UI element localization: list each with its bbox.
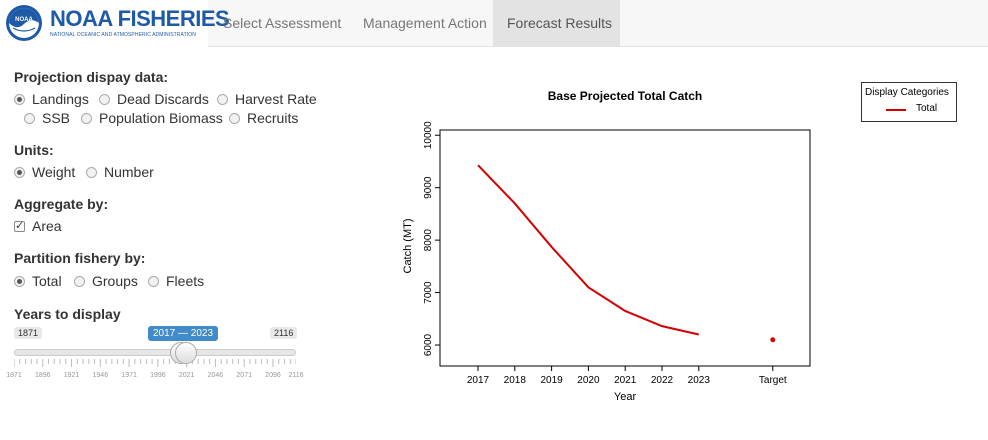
radio-button[interactable] [217,93,228,105]
slider-tick-label: 1971 [121,372,137,379]
target-point [770,337,776,343]
radio-button[interactable] [86,166,97,178]
slider-tick-label: 2096 [265,372,281,379]
radio-label: Total [32,273,62,289]
slider-tick-label: 2046 [207,372,224,379]
x-tick-label: 2017 [467,375,490,386]
slider-ticks [14,359,296,367]
radio-button[interactable] [14,93,25,105]
years-label: Years to display [14,306,121,322]
radio-button[interactable] [14,166,25,178]
x-tick-label: 2020 [577,375,600,386]
slider-tick-label: 1996 [150,372,166,379]
radio-dead-discards[interactable]: Dead Discards [99,91,209,107]
radio-total[interactable]: Total [14,273,62,289]
x-axis-label: Year [614,391,637,403]
radio-groups[interactable]: Groups [74,273,138,289]
radio-button[interactable] [14,275,25,287]
navbar: NOAA NOAA FISHERIES NATIONAL OCEANIC AND… [0,0,988,47]
x-tick-label: 2019 [540,375,563,386]
aggregate-label: Aggregate by: [14,196,109,212]
y-tick-label: 9000 [423,176,434,199]
tab-forecast-results[interactable]: Forecast Results [493,0,620,47]
radio-label: Dead Discards [117,91,209,107]
y-tick-label: 6000 [423,333,434,356]
y-tick-label: 7000 [423,281,434,304]
radio-button[interactable] [148,275,159,287]
catch-chart: Base Projected Total Catch 6000 7000 8000 9… [402,89,811,403]
radio-fleets[interactable]: Fleets [148,273,204,289]
radio-number[interactable]: Number [86,164,154,180]
legend-title: Display Categories [865,87,949,98]
y-axis-label: Catch (MT) [402,219,414,274]
slider-tick-label: 1921 [63,372,80,379]
radio-label: Weight [32,164,76,180]
legend-line-total [886,109,906,111]
slider-tick-label: 1871 [6,372,22,379]
radio-ssb[interactable]: SSB [24,110,70,126]
checkbox-area[interactable]: Area [14,218,62,234]
radio-landings[interactable]: Landings [14,91,89,107]
series-group [477,164,776,343]
x-tick-label: 2021 [614,375,637,386]
tab-select-assessment[interactable]: Select Assessment [223,15,342,31]
series-line-total [477,164,700,336]
brand-title: NOAA FISHERIES [50,6,230,31]
radio-label: Fleets [166,273,205,289]
chart-title: Base Projected Total Catch [548,89,703,103]
radio-button[interactable] [81,112,92,124]
y-tick-label: 10000 [423,121,434,149]
x-axis: 2017 2018 2019 2020 2021 2022 2023 Target [467,366,787,386]
radio-label: Number [104,164,154,180]
radio-weight[interactable]: Weight [14,164,75,180]
radio-label: Population Biomass [99,110,223,126]
tab-management-action[interactable]: Management Action [363,15,487,31]
radio-label: SSB [42,110,71,126]
slider-tick-label: 2116 [288,372,304,379]
radio-button[interactable] [74,275,85,287]
radio-label: Groups [92,273,138,289]
x-tick-label: 2022 [651,375,674,386]
units-label: Units: [14,142,54,158]
radio-harvest-rate[interactable]: Harvest Rate [217,91,317,107]
legend-entry-total: Total [916,103,938,114]
radio-button[interactable] [99,93,110,105]
slider-track[interactable] [14,349,296,356]
radio-label: Landings [32,91,89,107]
radio-label: Recruits [247,110,299,126]
checkbox-label: Area [32,218,62,234]
y-tick-label: 8000 [423,229,434,252]
slider-max-label: 2116 [270,327,298,339]
radio-recruits[interactable]: Recruits [229,110,298,126]
radio-label: Harvest Rate [235,91,317,107]
x-tick-label: Target [759,375,787,386]
brand-subtitle: NATIONAL OCEANIC AND ATMOSPHERIC ADMINIS… [50,32,196,38]
x-tick-label: 2023 [688,375,711,386]
slider-min-label: 1871 [14,327,43,339]
plot-frame [439,129,811,367]
slider-handle-to[interactable] [175,342,197,364]
slider-value-label: 2017 — 2023 [148,326,219,341]
checkbox[interactable] [14,219,25,232]
slider-tick-label: 2021 [178,372,195,379]
logo-lettering: NOAA [15,17,33,23]
y-axis: 6000 7000 8000 9000 10000 [423,121,440,356]
slider-tick-label: 1946 [92,372,109,379]
slider-tick-label: 1896 [34,372,51,379]
chart-legend: Display Categories Total [861,82,957,122]
brand[interactable]: NOAA NOAA FISHERIES NATIONAL OCEANIC AND… [0,0,230,47]
radio-population-biomass[interactable]: Population Biomass [81,110,223,126]
projection-label: Projection dispay data: [14,69,169,85]
radio-button[interactable] [24,112,35,124]
slider-tick-label: 2071 [236,372,252,379]
x-tick-label: 2018 [504,375,527,386]
noaa-logo-icon: NOAA [6,5,42,41]
partition-label: Partition fishery by: [14,250,146,266]
radio-button[interactable] [229,112,240,124]
